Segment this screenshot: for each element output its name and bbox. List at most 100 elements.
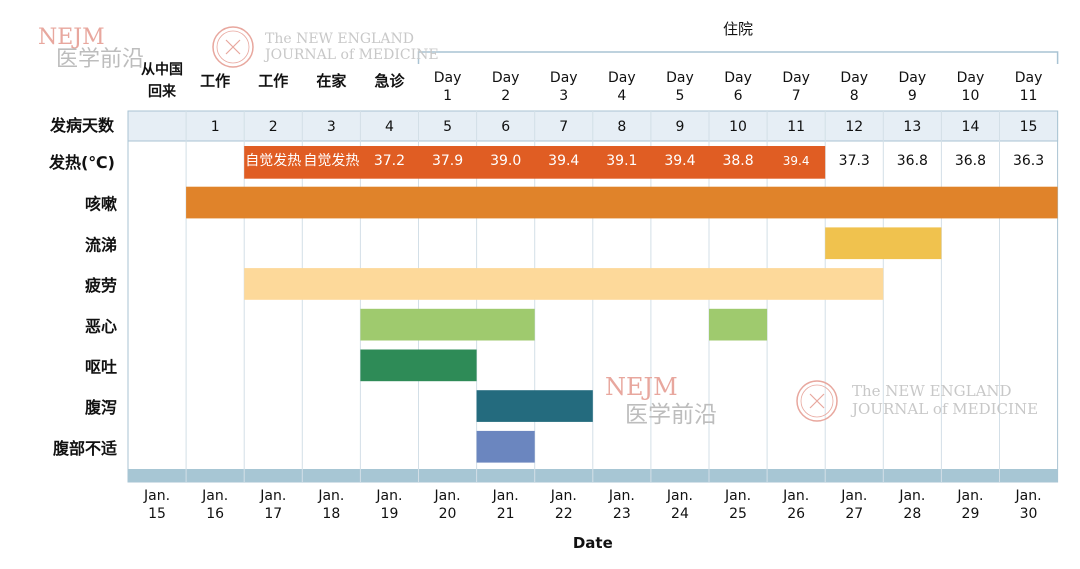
- illness-day-row-label: 发病天数: [49, 116, 115, 135]
- event-label: 11: [1020, 88, 1038, 104]
- event-label: Day: [840, 70, 868, 86]
- fever-value: 39.4: [664, 153, 695, 169]
- illness-day-number: 4: [385, 119, 394, 135]
- event-label: 9: [908, 88, 917, 104]
- fever-value: 自觉发热: [303, 153, 359, 169]
- journal-seal-watermark-inner: [216, 30, 250, 64]
- nejm-watermark-logo: NEJM: [38, 25, 105, 50]
- event-label: 3: [559, 88, 568, 104]
- date-tick-label: Jan.: [201, 488, 228, 504]
- event-label: 8: [850, 88, 859, 104]
- event-label: Day: [724, 70, 752, 86]
- illness-day-number: 8: [617, 119, 626, 135]
- journal-watermark-line2: JOURNAL of MEDICINE: [263, 47, 439, 63]
- event-label: Day: [608, 70, 636, 86]
- symptom-bar: [476, 430, 535, 463]
- illness-day-number: 2: [269, 119, 278, 135]
- event-label: Day: [550, 70, 578, 86]
- event-label: 1: [443, 88, 452, 104]
- fever-value: 36.8: [897, 153, 928, 169]
- date-tick-label: 29: [962, 506, 980, 522]
- date-tick-label: Jan.: [608, 488, 635, 504]
- date-tick-label: 15: [148, 506, 166, 522]
- fever-row-label: 发热(℃): [48, 153, 115, 172]
- date-tick-label: 21: [497, 506, 515, 522]
- illness-day-number: 12: [845, 119, 863, 135]
- illness-day-number: 6: [501, 119, 510, 135]
- journal-seal-watermark: [796, 380, 838, 422]
- illness-day-number: 11: [787, 119, 805, 135]
- fever-value: 36.3: [1013, 153, 1044, 169]
- illness-day-number: 13: [903, 119, 921, 135]
- date-tick-label: 22: [555, 506, 573, 522]
- hospital-label: 住院: [723, 20, 753, 38]
- event-label: Day: [957, 70, 985, 86]
- nejm-watermark-chinese: 医学前沿: [56, 47, 144, 72]
- illness-day-number: 5: [443, 119, 452, 135]
- date-tick-label: 16: [206, 506, 224, 522]
- date-tick-label: 20: [439, 506, 457, 522]
- illness-day-number: 9: [675, 119, 684, 135]
- fever-value: 37.9: [432, 153, 463, 169]
- event-label: Day: [1015, 70, 1043, 86]
- hospital-bracket: [417, 51, 1059, 64]
- nejm-watermark-chinese: 医学前沿: [625, 402, 717, 428]
- date-tick-label: Jan.: [143, 488, 170, 504]
- date-tick-label: 18: [322, 506, 340, 522]
- event-label: Day: [666, 70, 694, 86]
- date-tick-label: Jan.: [898, 488, 925, 504]
- fever-value: 39.0: [490, 153, 521, 169]
- illness-day-number: 1: [211, 119, 220, 135]
- symptom-bar: [476, 390, 593, 422]
- fever-value: 39.4: [548, 153, 579, 169]
- date-tick-label: Jan.: [550, 488, 577, 504]
- date-tick-label: 26: [787, 506, 805, 522]
- journal-seal-watermark: [212, 26, 254, 68]
- fever-value: 37.2: [374, 153, 405, 169]
- symptom-row-label: 呕吐: [85, 358, 117, 377]
- date-tick-label: 27: [845, 506, 863, 522]
- symptom-bar: [186, 186, 1058, 219]
- event-label: Day: [492, 70, 520, 86]
- event-label: 5: [675, 88, 684, 104]
- date-tick-label: 30: [1020, 506, 1038, 522]
- date-tick-label: 24: [671, 506, 689, 522]
- illness-day-number: 15: [1020, 119, 1038, 135]
- event-label: 急诊: [374, 72, 405, 90]
- journal-seal-watermark-inner: [800, 384, 834, 418]
- event-label: 2: [501, 88, 510, 104]
- date-tick-label: Jan.: [724, 488, 751, 504]
- date-tick-label: Jan.: [434, 488, 461, 504]
- fever-value: 39.4: [783, 154, 810, 168]
- journal-seal-watermark-mark: [225, 39, 241, 55]
- event-label: 工作: [258, 72, 288, 90]
- symptom-bar: [709, 308, 768, 341]
- date-tick-label: 17: [264, 506, 282, 522]
- event-label: 回来: [148, 84, 177, 100]
- event-label: Day: [434, 70, 462, 86]
- fever-value: 36.8: [955, 153, 986, 169]
- illness-day-number: 3: [327, 119, 336, 135]
- illness-day-number: 7: [559, 119, 568, 135]
- event-label: 4: [617, 88, 626, 104]
- journal-watermark-line1: The NEW ENGLAND: [265, 31, 414, 47]
- date-tick-label: 25: [729, 506, 747, 522]
- symptom-row-label: 恶心: [85, 317, 117, 336]
- event-label: 6: [734, 88, 743, 104]
- journal-watermark-line2: JOURNAL of MEDICINE: [850, 400, 1038, 418]
- date-tick-label: Jan.: [1015, 488, 1042, 504]
- symptom-bar: [360, 308, 535, 341]
- illness-day-number: 10: [729, 119, 747, 135]
- event-label: Day: [899, 70, 927, 86]
- fever-value: 37.3: [839, 153, 870, 169]
- symptom-row-label: 腹部不适: [53, 439, 117, 458]
- fever-value: 39.1: [606, 153, 637, 169]
- date-tick-label: 28: [903, 506, 921, 522]
- event-label: 7: [792, 88, 801, 104]
- date-tick-label: Jan.: [782, 488, 809, 504]
- nejm-watermark-logo: NEJM: [605, 373, 678, 401]
- journal-seal-watermark-mark: [809, 393, 825, 409]
- date-tick-label: 19: [381, 506, 399, 522]
- date-tick-label: Jan.: [375, 488, 402, 504]
